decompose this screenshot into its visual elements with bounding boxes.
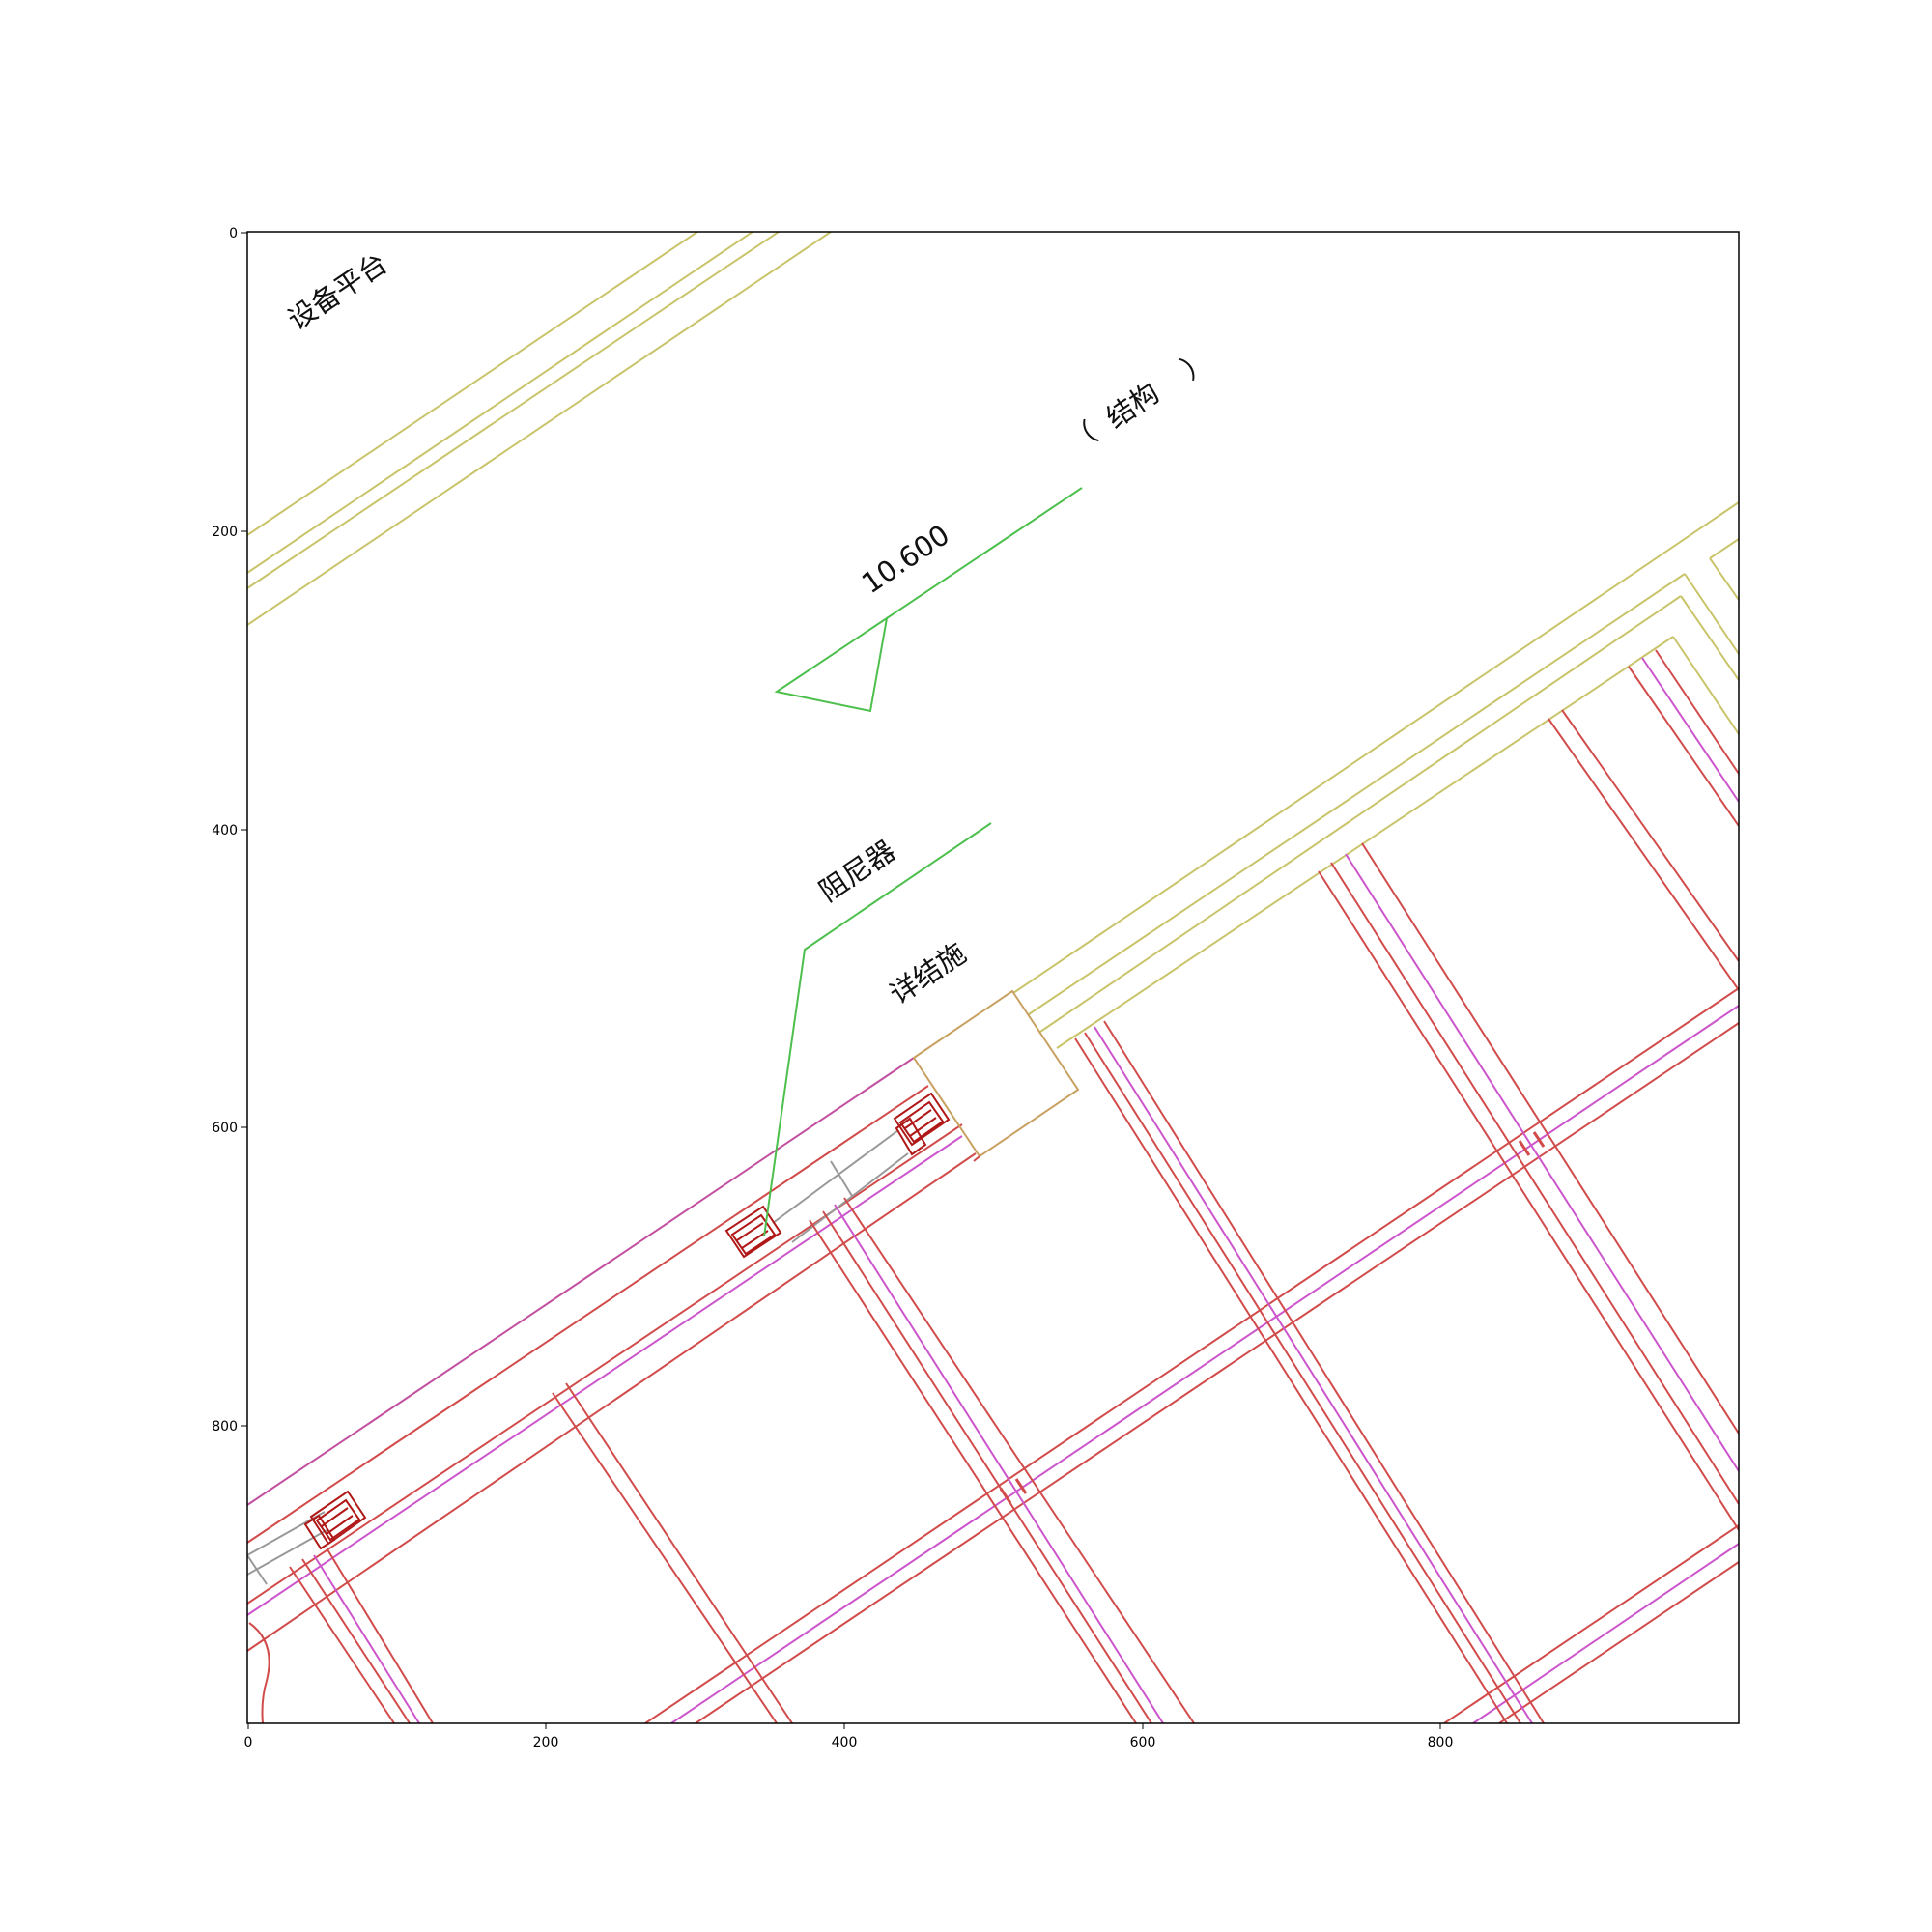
see-structural-label: 详结施 [884,936,972,1010]
beam-cross-1 [289,1548,434,1723]
tie-rods [247,1129,909,1585]
beam-cross-6 [1548,709,1739,991]
parapet-wall-upper [247,232,832,626]
x-tick-label: 600 [1130,1735,1156,1750]
x-tick-label: 800 [1428,1735,1454,1750]
y-tick-label: 0 [229,226,238,242]
elevation-label: 10.600 [856,518,955,600]
equipment-platform-label: 设备平台 [282,246,393,336]
y-tick-label: 200 [212,525,238,540]
y-tick-label: 400 [212,823,238,838]
drawing-area: 设备平台 10.600 （ 结构 ） 阻尼器 详结施 [247,232,1739,1723]
beam-cross-5 [1318,842,1739,1531]
beam-cross-3 [809,1197,1195,1723]
beam-ticks [999,1131,1546,1504]
y-tick-label: 800 [212,1419,238,1435]
beam-cross-4 [1074,1020,1545,1723]
x-tick-label: 200 [533,1735,559,1750]
damper-middle [724,1205,782,1259]
beam-cross-7 [1628,649,1739,827]
corner-arc [248,1622,270,1723]
y-tick-label: 600 [212,1121,238,1136]
pier-block [912,989,1080,1158]
leader-lines [763,487,1083,1237]
beam-band-main [247,1057,977,1652]
structure-close-paren: ） [1176,343,1217,385]
structure-open-paren: （ [1062,416,1103,459]
x-tick-label: 400 [832,1735,858,1750]
damper-right [893,1092,951,1156]
damper-label: 阻尼器 [813,834,901,908]
beam-band-middle [644,987,1739,1723]
y-axis [242,232,247,1427]
structure-label: 结构 [1100,376,1165,435]
x-axis [247,1723,1441,1729]
plot-frame [246,231,1740,1724]
parapet-wall-lower [1012,501,1739,1049]
x-tick-label: 0 [244,1735,253,1750]
damper-left [303,1490,367,1550]
beam-cross-2 [552,1382,793,1723]
beam-band-lower [1443,1524,1739,1723]
